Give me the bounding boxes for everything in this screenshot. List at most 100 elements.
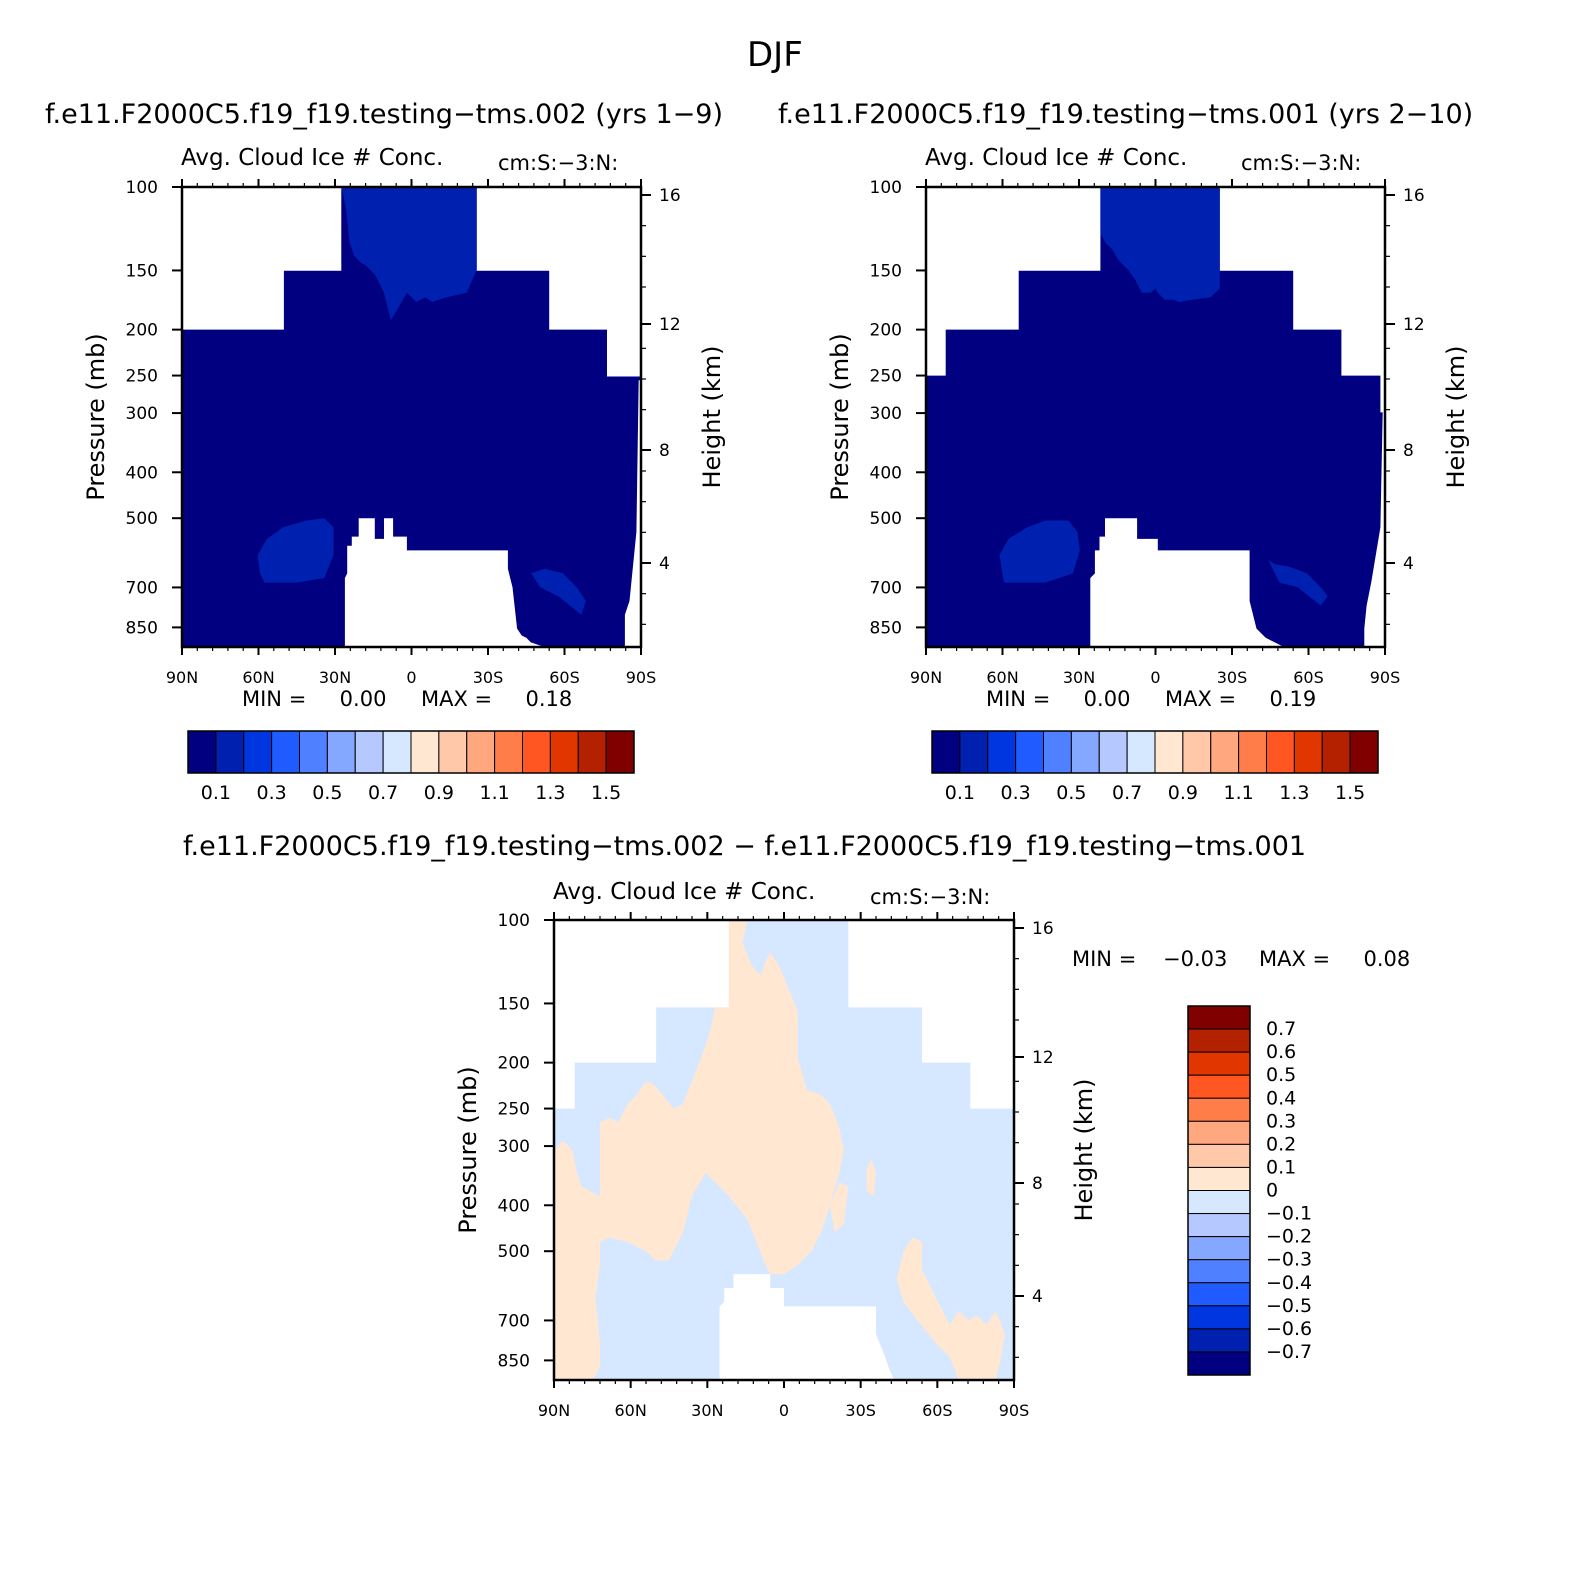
colorbar-swatch — [522, 730, 551, 774]
y-tick-label: 200 — [498, 1054, 530, 1074]
colorbar-frame — [1187, 1005, 1251, 1376]
colorbar-label: 0.1 — [201, 782, 231, 804]
panel1-case-title: f.e11.F2000C5.f19_f19.testing−tms.002 (y… — [45, 99, 723, 130]
y2-tick-label: 16 — [1403, 186, 1425, 206]
panel1-variable-label: Avg. Cloud Ice # Conc. — [181, 145, 444, 171]
y-tick-label: 500 — [126, 509, 158, 529]
x-tick-label: 90N — [166, 668, 198, 687]
panel2-case-title: f.e11.F2000C5.f19_f19.testing−tms.001 (y… — [778, 99, 1474, 130]
y2-tick-label: 12 — [1403, 315, 1425, 335]
colorbar-swatch — [1266, 730, 1295, 774]
y-tick-label: 250 — [870, 367, 902, 387]
panel3-variable-label: Avg. Cloud Ice # Conc. — [553, 879, 816, 905]
colorbar-label: 0.5 — [1266, 1064, 1296, 1086]
x-tick-label: 30S — [1217, 668, 1248, 687]
field-region-sh-lobe — [1268, 559, 1328, 606]
x-tick-label: 90S — [999, 1401, 1030, 1420]
x-tick-label: 60S — [922, 1401, 953, 1420]
colorbar-swatch — [1187, 1051, 1251, 1076]
panel2-min-label: MIN = 0.00 — [986, 687, 1131, 711]
y-tick-label: 700 — [498, 1311, 530, 1331]
panel2-units-label: cm:S:−3:N: — [1241, 151, 1362, 175]
colorbar-label: 1.5 — [1335, 782, 1365, 804]
y2-tick-label: 16 — [659, 186, 681, 206]
y-tick-label: 200 — [870, 321, 902, 341]
panel1-field — [182, 187, 641, 647]
colorbar-swatch — [243, 730, 273, 774]
panel1-units-label: cm:S:−3:N: — [498, 151, 619, 175]
colorbar-label: 1.3 — [535, 782, 565, 804]
y-tick-label: 250 — [126, 367, 158, 387]
colorbar-swatch — [577, 730, 607, 774]
field-region-sh-lobe — [528, 568, 586, 615]
colorbar-label: 0.6 — [1266, 1041, 1296, 1063]
colorbar-swatch — [1182, 730, 1212, 774]
colorbar-label: 0.3 — [257, 782, 287, 804]
y-tick-label: 300 — [126, 404, 158, 424]
panel2-axes: 90N 60N 30N 0 30S 60S 90S 100 150 200 250 300 400 500… — [870, 178, 1425, 687]
colorbar-swatch — [326, 730, 356, 774]
colorbar-swatch — [1187, 1305, 1251, 1330]
colorbar-label: 0.9 — [1168, 782, 1198, 804]
colorbar-swatch — [1187, 1190, 1251, 1215]
colorbar-label: −0.3 — [1266, 1249, 1312, 1271]
y-tick-label: 100 — [870, 178, 902, 198]
colorbar-swatch — [1154, 730, 1184, 774]
x-tick-label: 0 — [406, 668, 416, 687]
colorbar-swatch — [1321, 730, 1351, 774]
colorbar-frame — [931, 730, 1379, 774]
y-tick-label: 500 — [870, 509, 902, 529]
colorbar-swatch — [1126, 730, 1156, 774]
y2-tick-label: 8 — [659, 441, 670, 461]
colorbar-label: 0.3 — [1266, 1110, 1296, 1132]
field-missing-surface — [1090, 518, 1284, 647]
colorbar-label: 0.7 — [1112, 782, 1142, 804]
colorbar-label: −0.2 — [1266, 1226, 1312, 1248]
field-region-nh-lobe — [999, 520, 1080, 583]
colorbar-swatch — [410, 730, 440, 774]
field-region-nh-lobe — [257, 518, 334, 583]
x-tick-label: 90S — [626, 668, 657, 687]
colorbar-swatch — [1043, 730, 1072, 774]
figure-title: DJF — [747, 35, 803, 75]
y2-tick-label: 4 — [659, 554, 670, 574]
colorbar-swatch — [1015, 730, 1044, 774]
panel1-colorbar: 0.1 0.3 0.5 0.7 0.9 1.1 1.3 1.5 — [187, 730, 635, 804]
colorbar-swatch — [1187, 1120, 1251, 1145]
panel3-colorbar: 0.70.60.50.40.30.20.10−0.1−0.2−0.3−0.4−0… — [1187, 1005, 1312, 1376]
y-tick-label: 400 — [126, 463, 158, 483]
y-tick-label: 850 — [126, 618, 158, 638]
colorbar-frame — [187, 730, 635, 774]
colorbar-label: 0.4 — [1266, 1087, 1296, 1109]
colorbar-swatch — [1187, 1282, 1251, 1307]
colorbar-swatch — [382, 730, 412, 774]
panel3-max-label: MAX = 0.08 — [1259, 947, 1411, 971]
colorbar-swatch — [354, 730, 384, 774]
x-tick-label: 30N — [1063, 668, 1095, 687]
y2-tick-label: 4 — [1403, 554, 1414, 574]
y-tick-label: 150 — [870, 261, 902, 281]
x-tick-label: 30N — [691, 1401, 723, 1420]
colorbar-label: 0.5 — [1056, 782, 1086, 804]
x-tick-label: 60S — [549, 668, 580, 687]
field-region-positive-small — [830, 1182, 849, 1233]
colorbar-swatch — [1187, 1028, 1251, 1053]
colorbar-label: 0.9 — [424, 782, 454, 804]
colorbar-swatch — [605, 730, 635, 774]
colorbar-swatch — [438, 730, 468, 774]
colorbar-swatch — [1349, 730, 1379, 774]
y-tick-label: 300 — [498, 1137, 530, 1157]
colorbar-swatch — [466, 730, 496, 774]
y-tick-label: 150 — [498, 994, 530, 1014]
colorbar-label: −0.6 — [1266, 1318, 1312, 1340]
field-missing-polar — [624, 380, 641, 647]
colorbar-swatch — [931, 730, 961, 774]
colorbar-swatch — [1187, 1005, 1251, 1030]
panel2-field — [926, 187, 1385, 647]
colorbar-swatch — [1238, 730, 1267, 774]
colorbar-label: 0.1 — [945, 782, 975, 804]
y-tick-label: 150 — [126, 261, 158, 281]
colorbar-swatch — [1187, 1236, 1251, 1261]
x-tick-label: 30S — [473, 668, 504, 687]
